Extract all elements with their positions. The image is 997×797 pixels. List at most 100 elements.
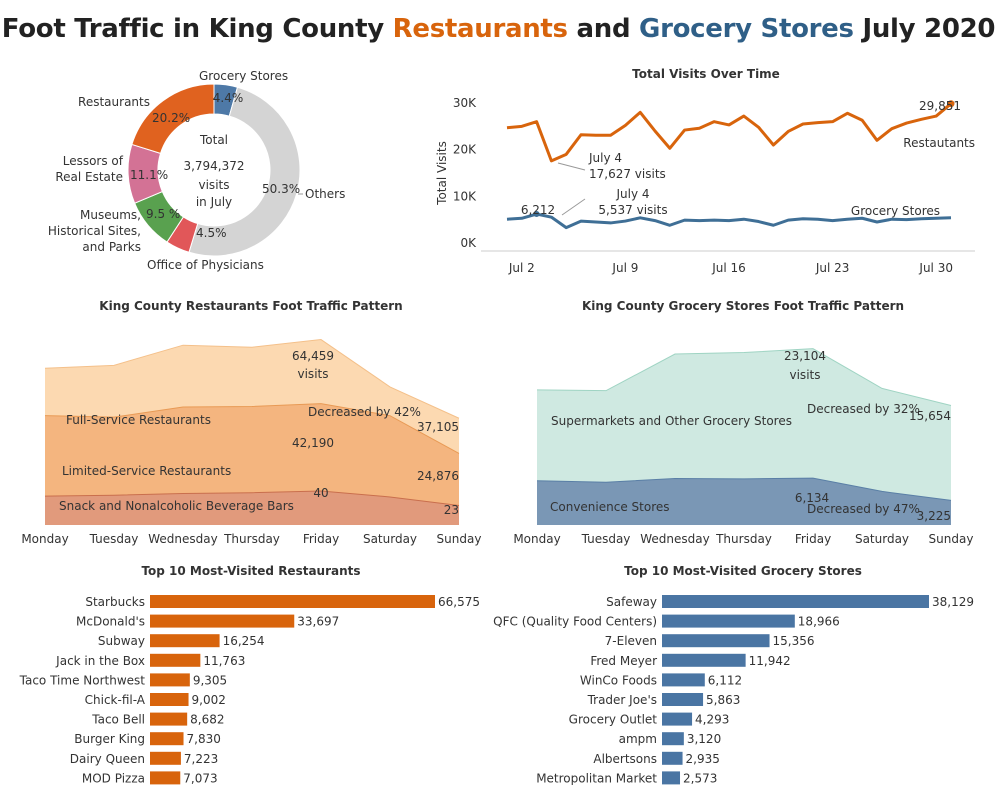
donut-label-museums-historical-sites-and-parks-line-2: Historical Sites, — [48, 224, 141, 238]
areaR-edge-snack-and-nonalcoholic-beverage-bars — [44, 490, 460, 506]
barR-cat-starbucks: Starbucks — [85, 595, 145, 609]
areaG-ann-7-3-225: 3,225 — [917, 509, 951, 523]
areaG-area-convenience-stores — [537, 478, 951, 525]
barR-val-burger-king: 7,830 — [187, 732, 221, 746]
barR-title: Top 10 Most-Visited Restaurants — [141, 564, 360, 578]
donut-center-total: Total — [199, 133, 228, 147]
areaG-xtick-saturday: Saturday — [855, 532, 909, 546]
barR-val-jack-in-the-box: 11,763 — [203, 654, 245, 668]
title-part1: Foot Traffic in King County — [1, 14, 393, 44]
barR-val-subway: 16,254 — [223, 634, 265, 648]
line-ytick-30k: 30K — [453, 96, 477, 110]
line-xtick-jul-30: Jul 30 — [918, 261, 953, 275]
areaR-ann-5-decreased-by-42: Decreased by 42% — [308, 405, 421, 419]
areaG-xtick-tuesday: Tuesday — [581, 532, 631, 546]
barR-bar-jack-in-the-box — [150, 653, 201, 667]
title-and: and — [567, 14, 640, 44]
barG-bar-grocery-outlet — [662, 712, 693, 726]
donut-chart: 4.4% 50.3% 4.5% 9.5 % 11.1% 20.2% Grocery Stor… — [48, 69, 345, 272]
barR-cat-taco-bell: Taco Bell — [91, 713, 145, 727]
areaG-ann-1-23-104: 23,104 — [784, 349, 826, 363]
barR-val-chick-fil-a: 9,002 — [192, 693, 226, 707]
barR-val-mcdonald-s: 33,697 — [297, 615, 339, 629]
barG-val-winco-foods: 6,112 — [708, 673, 742, 687]
donut-pct-lessors-of-real-estate: 11.1% — [130, 168, 168, 182]
barG-cat-albertsons: Albertsons — [593, 752, 657, 766]
barG-bar-qfc-quality-food-centers — [662, 614, 795, 628]
barR-cat-chick-fil-a: Chick-fil-A — [85, 693, 146, 707]
barG-bar-7-eleven — [662, 634, 770, 648]
areaG-ann-2-visits: visits — [790, 368, 821, 382]
barG-cat-trader-joe-s: Trader Joe's — [587, 693, 657, 707]
donut-pct-museums-historical-sites-and-parks: 9.5 % — [146, 207, 180, 221]
barG-cat-safeway: Safeway — [606, 595, 657, 609]
areaR-xtick-thursday: Thursday — [223, 532, 280, 546]
restaurant-bar-chart: Top 10 Most-Visited Restaurants Starbucks… — [19, 564, 480, 785]
areaG-title: King County Grocery Stores Foot Traffic … — [582, 299, 904, 313]
barG-bar-ampm — [662, 732, 684, 746]
barR-bar-chick-fil-a — [150, 693, 189, 706]
areaG-edge-convenience-stores — [536, 477, 952, 501]
areaR-title: King County Restaurants Foot Traffic Pat… — [99, 299, 402, 313]
grocery-bar-chart: Top 10 Most-Visited Grocery Stores Safewa… — [493, 564, 974, 785]
barG-val-metropolitan-market: 2,573 — [683, 771, 717, 785]
barR-cat-burger-king: Burger King — [74, 732, 145, 746]
barG-val-grocery-outlet: 4,293 — [695, 713, 729, 727]
donut-pct-office-of-physicians: 4.5% — [196, 226, 227, 240]
restaurant-area-chart: King County Restaurants Foot Traffic Pat… — [21, 299, 481, 546]
barR-bar-mcdonald-s — [150, 614, 295, 628]
donut-label-museums-historical-sites-and-parks-line-3: and Parks — [82, 240, 141, 254]
barG-bar-trader-joe-s — [662, 693, 704, 706]
donut-slice-restaurants — [131, 83, 215, 154]
donut-center-value: 3,794,372 — [183, 159, 244, 173]
areaR-ann-8-23: 23 — [444, 503, 459, 517]
barG-val-7-eleven: 15,356 — [773, 634, 815, 648]
barG-val-trader-joe-s: 5,863 — [706, 693, 740, 707]
page-title: Foot Traffic in King County Restaurants … — [0, 14, 997, 44]
barR-bar-dairy-queen — [150, 751, 181, 765]
areaR-series-label-snack-and-nonalcoholic-beverage-bars: Snack and Nonalcoholic Beverage Bars — [59, 499, 294, 513]
areaR-xtick-saturday: Saturday — [363, 532, 417, 546]
barG-bar-safeway — [662, 595, 929, 608]
line-ann-grocery-peak: 6,212 — [521, 203, 555, 217]
areaR-ann-7-24-876: 24,876 — [417, 469, 459, 483]
title-grocery: Grocery Stores — [639, 14, 854, 44]
areaR-xtick-monday: Monday — [21, 532, 68, 546]
areaG-edge-supermarkets-and-other-grocery-stores — [536, 348, 952, 407]
barR-cat-mod-pizza: MOD Pizza — [82, 771, 145, 785]
barR-cat-dairy-queen: Dairy Queen — [70, 752, 145, 766]
areaR-xtick-wednesday: Wednesday — [148, 532, 217, 546]
title-restaurants: Restaurants — [392, 14, 568, 44]
donut-pct-restaurants: 20.2% — [152, 111, 190, 125]
barR-val-starbucks: 66,575 — [438, 595, 480, 609]
barR-cat-jack-in-the-box: Jack in the Box — [55, 654, 145, 668]
donut-center-in-july: in July — [196, 195, 232, 209]
line-ytick-0k: 0K — [460, 236, 477, 250]
barG-val-fred-meyer: 11,942 — [749, 654, 791, 668]
line-marker-restaurants-end — [947, 100, 955, 108]
areaG-series-label-supermarkets-and-other-grocery-stores: Supermarkets and Other Grocery Stores — [551, 414, 792, 428]
areaG-ann-3-decreased-by-32: Decreased by 32% — [807, 402, 920, 416]
barG-title: Top 10 Most-Visited Grocery Stores — [624, 564, 862, 578]
barR-cat-subway: Subway — [98, 634, 145, 648]
areaR-xtick-tuesday: Tuesday — [89, 532, 139, 546]
areaG-xtick-wednesday: Wednesday — [640, 532, 709, 546]
line-xtick-jul-2: Jul 2 — [508, 261, 535, 275]
areaR-edge-limited-service-restaurants — [44, 403, 460, 454]
barR-cat-taco-time-northwest: Taco Time Northwest — [19, 673, 146, 687]
donut-label-office-of-physicians-line-1: Office of Physicians — [147, 258, 264, 272]
barR-val-taco-time-northwest: 9,305 — [193, 673, 227, 687]
barG-cat-grocery-outlet: Grocery Outlet — [569, 713, 658, 727]
areaG-xtick-friday: Friday — [795, 532, 831, 546]
areaR-ann-3-42-190: 42,190 — [292, 436, 334, 450]
areaR-edge-full-service-restaurants — [44, 339, 460, 419]
barG-bar-fred-meyer — [662, 653, 746, 667]
areaR-xtick-friday: Friday — [303, 532, 339, 546]
line-legend-grocery: Grocery Stores — [851, 204, 940, 218]
line-marker-grocery-peak — [533, 211, 540, 218]
line-ann-grocery-visits: 5,537 visits — [598, 203, 667, 217]
title-part2: July 2020 — [853, 14, 996, 44]
barR-val-dairy-queen: 7,223 — [184, 752, 218, 766]
line-ann-connector-r — [557, 162, 586, 171]
